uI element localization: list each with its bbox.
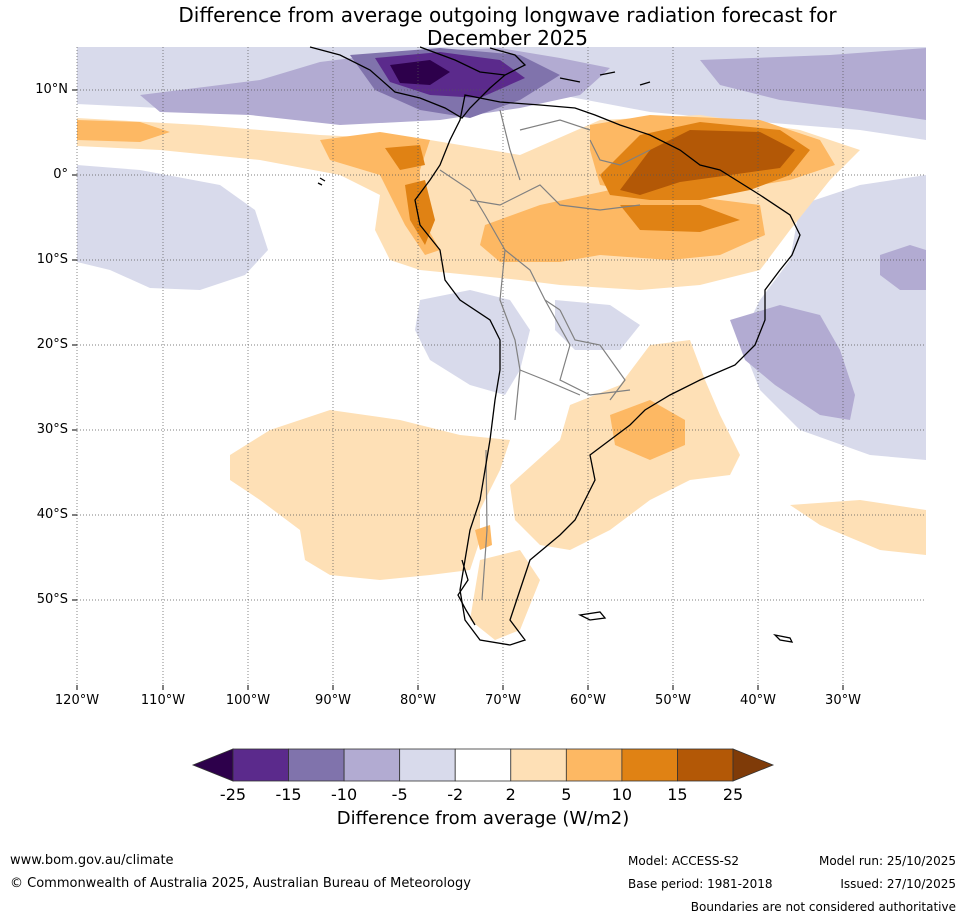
anomaly-region-north-atlantic	[700, 48, 926, 120]
falkland-islands	[577, 611, 607, 621]
colorbar-extend-low	[191, 748, 234, 782]
south-georgia	[773, 633, 794, 643]
footer-issued: Issued: 27/10/2025	[840, 877, 956, 891]
colorbar-extend-high	[732, 748, 775, 782]
anomaly-region-patagonia-peak	[475, 525, 492, 550]
anomaly-region-brazil	[555, 300, 640, 350]
colorbar-segment	[565, 748, 623, 782]
lat-label-10s: 10°S	[36, 252, 68, 267]
anomaly-region-south-pacific	[415, 290, 530, 395]
footer-model: Model: ACCESS-S2	[628, 854, 740, 868]
colorbar-tick-label: -2	[447, 785, 464, 804]
lon-label-90w: 90°W	[315, 693, 351, 708]
lon-label-30w: 30°W	[825, 693, 861, 708]
lon-label-50w: 50°W	[655, 693, 691, 708]
anomaly-region-atlantic-east	[880, 245, 926, 290]
anomaly-region-ecuador	[405, 180, 435, 245]
colorbar-segment	[232, 748, 289, 782]
lon-label-120w: 120°W	[54, 693, 100, 708]
anomaly-region-south-atlantic-east	[790, 500, 926, 555]
colorbar-tick-label: 25	[722, 785, 744, 804]
lat-label-30s: 30°S	[36, 422, 68, 437]
anomaly-region-east-pacific	[77, 165, 268, 290]
lon-label-40w: 40°W	[740, 693, 776, 708]
south-america-coastline	[414, 94, 801, 646]
lat-label-10n: 10°N	[35, 82, 68, 97]
colorbar-segment	[510, 748, 567, 782]
colorbar-segment	[621, 748, 678, 782]
lat-label-50s: 50°S	[36, 592, 68, 607]
colorbar-tick-label: 2	[505, 785, 516, 804]
footer-website: www.bom.gov.au/climate	[10, 853, 174, 868]
galapagos	[317, 177, 326, 186]
footer-base-period: Base period: 1981-2018	[628, 877, 773, 891]
anomaly-region-brazil-coast	[730, 305, 855, 420]
anomaly-region-northeast-brazil-peak	[620, 130, 795, 195]
anomaly-region-patagonia	[230, 410, 510, 580]
colorbar-tick-label: -15	[275, 785, 302, 804]
colorbar	[191, 748, 775, 782]
colorbar-tick-label: 15	[667, 785, 688, 804]
chile-islands	[457, 559, 476, 626]
footer-copyright: © Commonwealth of Australia 2025, Austra…	[10, 876, 471, 891]
colorbar-tick-label: 10	[611, 785, 633, 804]
colorbar-segment	[677, 748, 734, 782]
country-borders	[439, 109, 651, 601]
anomaly-region-atlantic-tropics	[77, 120, 170, 142]
lon-label-110w: 110°W	[140, 693, 186, 708]
footer-model-run: Model run: 25/10/2025	[818, 854, 956, 868]
colorbar-segment	[288, 748, 345, 782]
coastlines	[309, 46, 801, 646]
anomaly-region-peru	[385, 145, 425, 170]
lat-label-40s: 40°S	[36, 507, 68, 522]
lon-label-100w: 100°W	[225, 693, 271, 708]
lon-label-70w: 70°W	[485, 693, 521, 708]
gridlines	[76, 47, 926, 685]
anomaly-field	[77, 47, 926, 640]
colorbar-tick-label: -10	[331, 785, 358, 804]
colorbar-segment	[343, 748, 401, 782]
colorbar-title: Difference from average (W/m2)	[336, 808, 630, 829]
colorbar-segment	[454, 748, 512, 782]
lon-label-60w: 60°W	[570, 693, 606, 708]
footer-disclaimer: Boundaries are not considered authoritat…	[690, 900, 956, 914]
axis-ticks	[72, 89, 844, 690]
caribbean-islands	[559, 71, 651, 86]
central-america-coastline	[309, 46, 527, 119]
colorbar-segment	[399, 748, 456, 782]
colorbar-tick-label: 5	[561, 785, 572, 804]
anomaly-region-southern-argentina	[470, 550, 540, 640]
colorbar-tick-label: -25	[219, 785, 247, 804]
anomaly-region-central-america-peak	[390, 60, 450, 85]
chart-title-line1: Difference from average outgoing longwav…	[178, 3, 837, 27]
colorbar-tick-label: -5	[391, 785, 408, 804]
chart-title-line2: December 2025	[427, 26, 588, 50]
anomaly-region-amazon-core	[620, 205, 740, 232]
lon-label-80w: 80°W	[400, 693, 436, 708]
lat-label-20s: 20°S	[36, 337, 68, 352]
lat-label-0: 0°	[53, 167, 68, 182]
chart-title: Difference from average outgoing longwav…	[0, 4, 965, 50]
